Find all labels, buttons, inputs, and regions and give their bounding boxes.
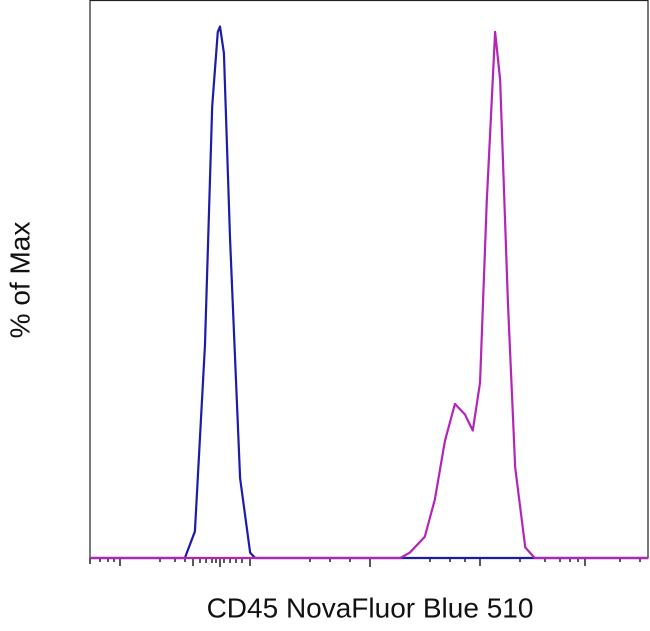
plot-frame: [89, 0, 649, 559]
y-axis-label: % of Max: [4, 222, 35, 339]
histogram-line: [90, 30, 648, 560]
histogram-line: [90, 25, 648, 560]
axis-ticks: [89, 558, 641, 567]
x-axis-label: CD45 NovaFluor Blue 510: [207, 592, 534, 623]
